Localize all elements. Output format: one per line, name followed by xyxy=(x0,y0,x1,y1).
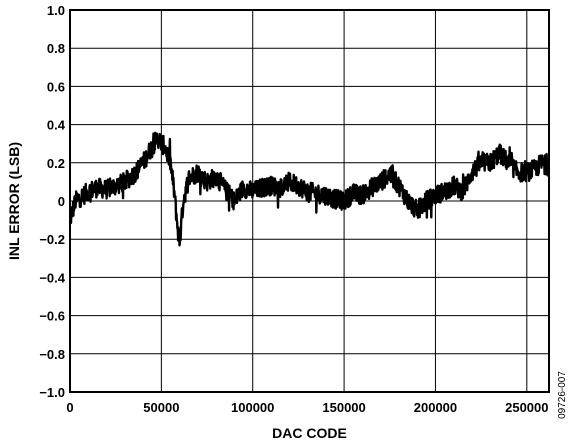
y-tick-label: 0.2 xyxy=(47,156,65,171)
x-tick-label: 50000 xyxy=(143,400,179,415)
y-tick-label: 0.6 xyxy=(47,79,65,94)
y-tick-label: 1.0 xyxy=(47,3,65,18)
x-tick-label: 100000 xyxy=(231,400,274,415)
y-axis-title: INL ERROR (LSB) xyxy=(6,142,22,260)
x-tick-label: 250000 xyxy=(505,400,548,415)
x-axis-title: DAC CODE xyxy=(272,425,347,441)
x-tick-label: 0 xyxy=(66,400,73,415)
series-layer xyxy=(68,131,551,247)
x-tick-labels: 0 50000 100000 150000 200000 250000 xyxy=(66,400,548,415)
series-line xyxy=(68,131,551,247)
x-tick-label: 200000 xyxy=(414,400,457,415)
y-tick-label: −0.4 xyxy=(39,270,65,285)
figure-id: 09726-007 xyxy=(557,371,568,419)
y-tick-label: 0.4 xyxy=(47,118,66,133)
y-tick-label: −1.0 xyxy=(39,385,65,400)
y-tick-labels: 1.0 0.8 0.6 0.4 0.2 0 −0.2 −0.4 −0.6 −0.8 −1.0 xyxy=(39,3,65,400)
x-tick-label: 150000 xyxy=(322,400,365,415)
plot-frame xyxy=(69,9,550,393)
y-tick-label: 0 xyxy=(58,194,65,209)
y-tick-label: −0.2 xyxy=(39,232,65,247)
y-tick-label: 0.8 xyxy=(47,41,65,56)
y-tick-label: −0.6 xyxy=(39,309,65,324)
y-tick-label: −0.8 xyxy=(39,347,65,362)
